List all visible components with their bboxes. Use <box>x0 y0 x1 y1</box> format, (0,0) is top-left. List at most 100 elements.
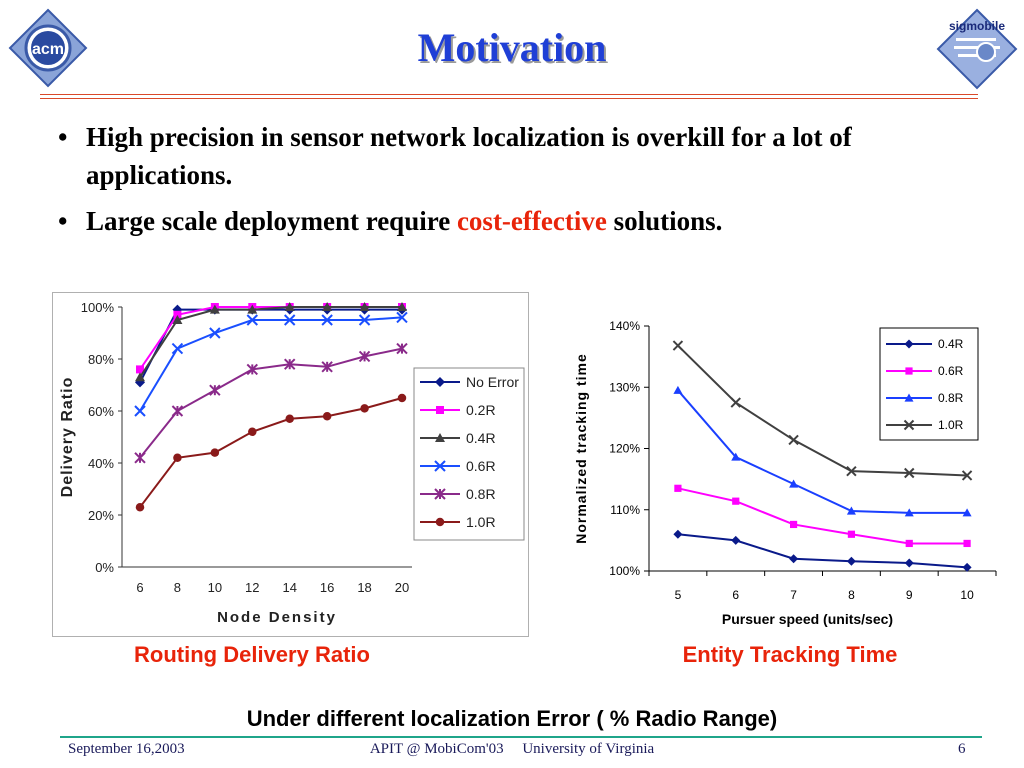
chart1-data-point <box>209 384 221 396</box>
chart1-legend-label: 1.0R <box>466 514 496 530</box>
chart1-x-tick-label: 18 <box>357 580 371 595</box>
bullet-text: Large scale deployment require <box>86 206 457 236</box>
chart1-series-line <box>139 397 403 508</box>
chart1-data-point <box>172 315 183 324</box>
chart1-y-tick-label: 0% <box>95 560 114 575</box>
chart1-x-tick-label: 6 <box>136 580 143 595</box>
chart1-data-point <box>135 377 145 388</box>
chart1-data-point <box>135 502 145 512</box>
chart2-data-point <box>788 434 799 446</box>
chart1-data-point <box>284 302 295 311</box>
chart2-series-line <box>677 533 968 569</box>
chart2-x-tick-label: 6 <box>732 588 739 602</box>
footer-date: September 16,2003 <box>68 741 185 757</box>
chart2-series-line <box>677 389 968 514</box>
chart1-y-tick-label: 100% <box>81 300 115 315</box>
chart1-legend-marker-stroke <box>434 460 446 472</box>
chart2-series-line <box>677 487 968 545</box>
chart2-legend-marker-stroke <box>903 419 915 431</box>
chart1-x-tick-label: 12 <box>245 580 259 595</box>
chart1-data-point <box>134 452 146 464</box>
chart2-data-point <box>904 558 914 568</box>
chart1-data-point-stroke <box>396 311 408 324</box>
chart1-data-point-stroke <box>209 327 221 339</box>
chart2-y-axis-title: Normalized tracking time <box>573 353 589 544</box>
chart1-series-line <box>139 347 403 459</box>
bullet-item: • High precision in sensor network locali… <box>58 118 958 194</box>
chart1-data-point-stroke <box>358 314 371 326</box>
chart1-data-point <box>321 361 333 373</box>
chart2-data-point <box>673 385 683 394</box>
chart1-data-point <box>359 302 370 311</box>
chart1-legend-marker <box>434 488 446 500</box>
chart1-data-point <box>172 304 183 315</box>
chart2-data-point <box>846 506 856 515</box>
chart1-series-line <box>139 306 402 378</box>
chart2-legend-label: 0.8R <box>938 391 964 405</box>
chart1-data-point <box>358 314 371 326</box>
chart1-legend-label: No Error <box>466 374 519 390</box>
chart1-data-point <box>248 427 257 437</box>
acm-logo-text: acm <box>32 41 64 58</box>
chart1-data-point-stroke <box>134 405 146 417</box>
chart1-data-point <box>246 363 258 376</box>
chart2-data-point <box>962 508 972 517</box>
chart1-data-point <box>284 314 296 326</box>
chart2-x-tick-label: 5 <box>675 588 682 602</box>
chart2-data-point <box>732 497 740 505</box>
chart2-series-line <box>677 344 968 477</box>
chart1-legend-marker <box>435 517 445 527</box>
chart1-legend-marker <box>436 406 444 414</box>
chart2-legend-marker <box>904 393 914 402</box>
chart1-data-point-stroke <box>284 314 296 326</box>
chart2-data-point-stroke <box>904 467 915 479</box>
bullet-dot: • <box>58 206 68 236</box>
chart2-data-point <box>846 465 857 477</box>
chart1-data-point <box>322 302 333 311</box>
chart1-x-tick-label: 10 <box>208 580 222 595</box>
chart1-y-tick-label: 60% <box>88 404 114 419</box>
tracking-time-chart: 100% 110% 120% 130% 140% 5 6 7 8 9 10 Pursuer speed… <box>573 319 997 627</box>
chart1-data-point <box>171 342 184 355</box>
chart2-x-tick-label: 8 <box>848 588 855 602</box>
title-rule-bottom <box>40 98 978 99</box>
bottom-note: Under different localization Error ( % R… <box>246 706 778 731</box>
bullet-list: • High precision in sensor network locali… <box>58 118 958 248</box>
chart2-y-tick-label: 120% <box>609 442 640 456</box>
chart2-data-point <box>674 484 682 492</box>
chart2-legend-marker <box>904 339 914 349</box>
chart2-data-point <box>673 529 683 539</box>
chart2-data-point-stroke <box>961 470 973 481</box>
chart1-data-point <box>247 304 258 314</box>
chart1-data-point <box>135 372 145 382</box>
chart2-data-point <box>904 508 914 517</box>
chart2-legend-label: 0.6R <box>938 364 964 378</box>
chart1-series-line <box>139 316 403 412</box>
chart1-x-axis-title: Node Density <box>217 609 337 626</box>
chart1-legend-marker <box>435 433 445 442</box>
chart1-data-point <box>209 304 220 314</box>
chart1-data-point <box>396 342 408 355</box>
delivery-ratio-chart: 0% 20% 40% 60% 80% 100% 6 8 10 12 14 16 18 20 Node Den… <box>52 292 529 637</box>
chart2-legend-marker <box>903 419 915 431</box>
chart1-legend-label: 0.2R <box>466 402 496 418</box>
sigmobile-logo-text: sigmobile <box>949 19 1005 33</box>
chart1-data-point <box>171 405 184 417</box>
chart1-data-point <box>210 448 220 457</box>
chart1-legend-marker <box>434 460 446 472</box>
footer-center-text: APIT @ MobiCom'03 University of Virginia <box>369 741 655 757</box>
chart1-data-point-stroke <box>321 314 333 326</box>
chart2-x-tick-label: 7 <box>790 588 797 602</box>
chart2-data-point <box>731 535 741 545</box>
chart1-data-point <box>321 314 333 326</box>
chart1-y-axis-title: Delivery Ratio <box>59 377 76 498</box>
chart2-x-axis-title: Pursuer speed (units/sec) <box>722 611 893 627</box>
chart1-data-point <box>173 310 182 319</box>
caption-routing-delivery-ratio: Routing Delivery Ratio <box>134 642 370 667</box>
chart2-legend-marker <box>905 367 913 375</box>
chart2-x-tick-label: 9 <box>906 588 913 602</box>
chart1-data-point <box>209 327 221 339</box>
chart2-legend-label: 0.4R <box>938 337 964 351</box>
caption-entity-tracking-time: Entity Tracking Time <box>682 642 898 667</box>
chart1-data-point-stroke <box>171 342 184 355</box>
